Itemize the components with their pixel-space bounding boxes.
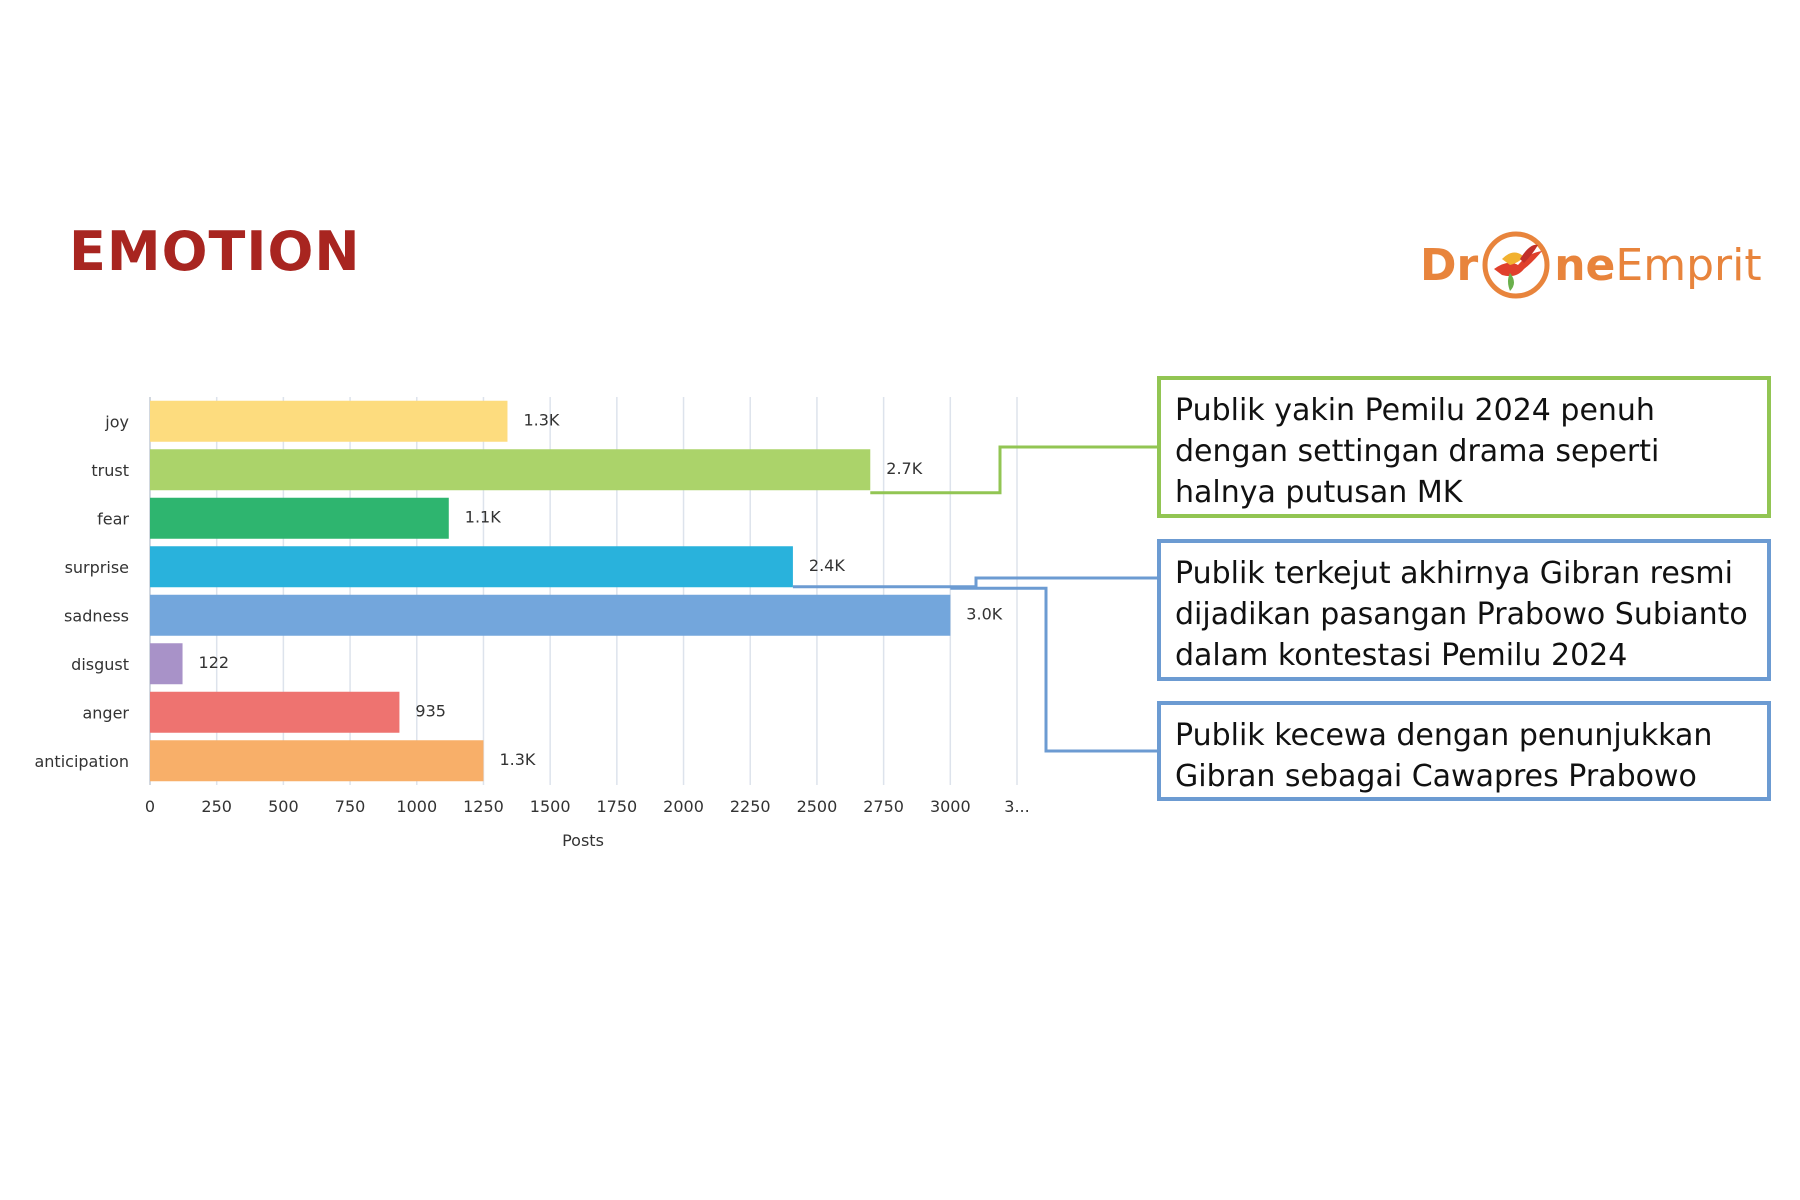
bar-disgust [150, 643, 183, 685]
bar-anticipation [150, 740, 484, 782]
value-label-anticipation: 1.3K [499, 750, 535, 769]
x-tick-label: 2750 [863, 797, 904, 816]
category-label-anticipation: anticipation [34, 752, 129, 771]
x-tick-label: 2250 [730, 797, 771, 816]
bar-trust [150, 449, 871, 491]
x-axis-tick-labels: 0 250 500 750 1000 1250 1500 1750 2000 2250 2500 27… [145, 797, 1030, 816]
bird-in-circle-icon [1482, 231, 1550, 299]
category-label-joy: joy [104, 412, 129, 431]
logo-text-dr: Dr [1420, 239, 1479, 291]
bar-surprise [150, 546, 793, 588]
callout-sadness: Publik kecewa dengan penunjukkan Gibran … [1157, 701, 1771, 801]
bar-fear [150, 497, 449, 539]
category-label-anger: anger [82, 703, 129, 722]
value-label-joy: 1.3K [523, 410, 559, 429]
drone-emprit-logo: Dr ne Emprit [1420, 220, 1762, 310]
x-tick-label: 500 [268, 797, 299, 816]
x-tick-label: 3... [1004, 797, 1029, 816]
category-label-surprise: surprise [65, 558, 129, 577]
connector-surprise [792, 576, 1157, 589]
value-label-disgust: 122 [199, 653, 230, 672]
x-tick-label: 1750 [596, 797, 637, 816]
category-label-sadness: sadness [64, 606, 129, 625]
x-tick-label: 1250 [463, 797, 504, 816]
category-labels: joy trust fear surprise sadness disgust anger a… [34, 412, 129, 771]
bar-anger [150, 691, 400, 733]
value-label-anger: 935 [415, 701, 446, 720]
category-label-fear: fear [97, 509, 129, 528]
x-tick-label: 250 [201, 797, 232, 816]
connector-sadness [950, 586, 1157, 753]
x-tick-label: 750 [335, 797, 366, 816]
connector-trust [870, 445, 1157, 495]
value-label-trust: 2.7K [886, 459, 922, 478]
value-label-sadness: 3.0K [966, 604, 1002, 623]
callout-trust: Publik yakin Pemilu 2024 penuh dengan se… [1157, 376, 1771, 518]
x-axis-title: Posts [562, 831, 604, 850]
value-label-fear: 1.1K [465, 507, 501, 526]
category-label-trust: trust [91, 461, 129, 480]
category-label-disgust: disgust [71, 655, 129, 674]
x-tick-label: 3000 [930, 797, 971, 816]
logo-text-ne: ne [1554, 239, 1616, 291]
x-tick-label: 1500 [530, 797, 571, 816]
bars [150, 400, 951, 782]
bar-sadness [150, 594, 951, 636]
slide-title: EMOTION [69, 220, 361, 283]
value-labels: 1.3K 2.7K 1.1K 2.4K 3.0K 122 935 1.3K [199, 410, 1003, 769]
callout-connectors [792, 445, 1157, 753]
x-tick-label: 1000 [396, 797, 437, 816]
x-tick-label: 0 [145, 797, 155, 816]
logo-text-emprit: Emprit [1615, 239, 1762, 291]
value-label-surprise: 2.4K [809, 556, 845, 575]
x-tick-label: 2000 [663, 797, 704, 816]
bar-joy [150, 400, 508, 442]
callout-surprise: Publik terkejut akhirnya Gibran resmi di… [1157, 539, 1771, 681]
x-tick-label: 2500 [797, 797, 838, 816]
